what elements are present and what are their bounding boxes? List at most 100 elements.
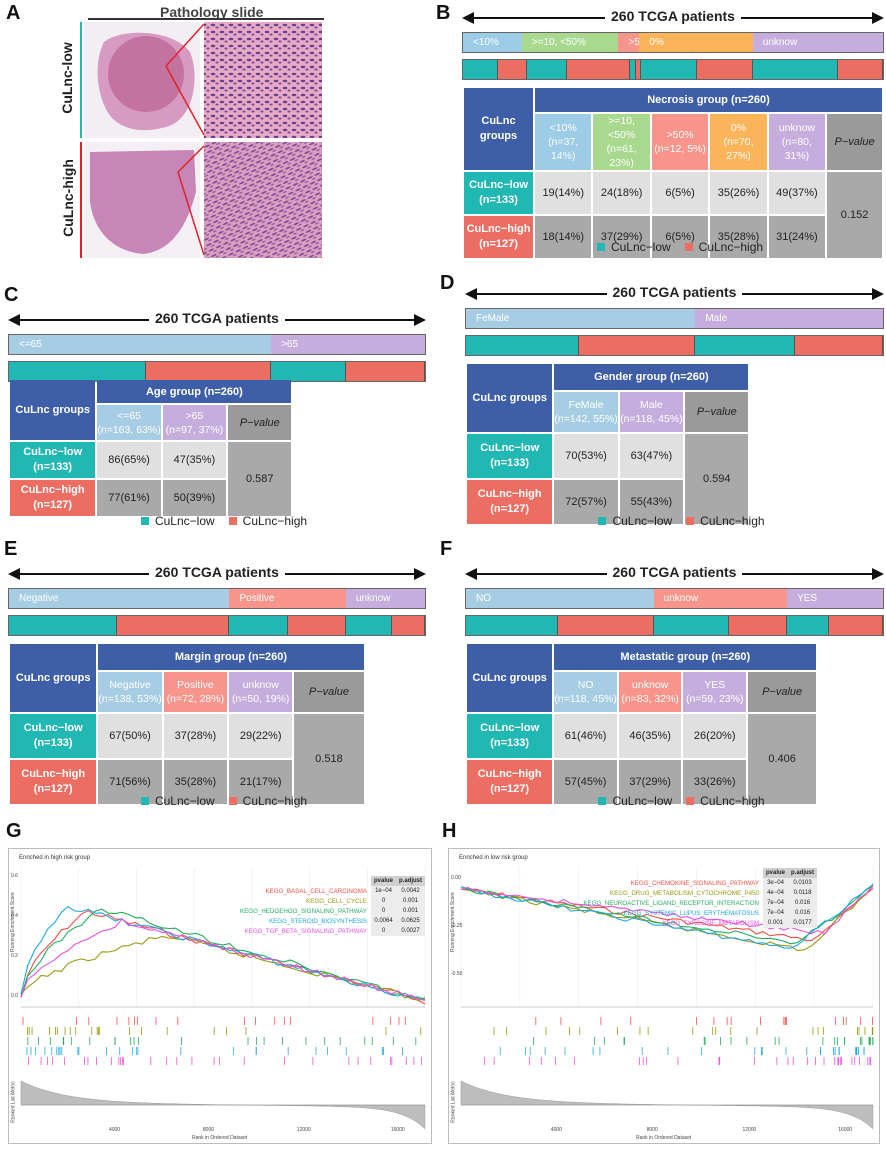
padjust-cell: 0.0177 [788, 918, 818, 928]
pvalue-cell: 0 [371, 906, 397, 916]
padjust-cell: 0.0042 [396, 886, 426, 896]
category-segment: unknow [752, 33, 883, 52]
category-detail: (n=12, 5%) [654, 143, 706, 155]
margin-panel: 260 TCGA patients Negative Positive unknow C… [8, 562, 426, 812]
legend-label-high: CuLnc−high [242, 514, 308, 528]
padjust-cell: 0.001 [396, 896, 426, 906]
category-segment: Positive [229, 589, 346, 608]
legend: CuLnc−low CuLnc−high [465, 794, 884, 808]
legend-label-low: CuLnc−low [612, 514, 673, 528]
cell-value: 6(5%) [651, 172, 709, 214]
risk-strip-segment-low [526, 60, 567, 79]
enrichment-curve-5 [460, 885, 874, 935]
arrow-left-icon [465, 568, 477, 580]
category-detail: (n=37, 14%) [548, 136, 579, 162]
enrichment-curve-2 [460, 883, 874, 952]
category-detail: (n=118, 45%) [620, 413, 683, 425]
cell-value: 71(56%) [98, 760, 162, 804]
group-title: Metastatic group (n=260) [554, 644, 817, 670]
category-segment: 0% [639, 33, 753, 52]
category-segment: <=65 [9, 335, 272, 354]
risk-strip-segment-high [497, 60, 527, 79]
risk-strip [462, 59, 884, 80]
legend-label-high: CuLnc−high [242, 794, 308, 808]
enrichment-curve-5 [20, 918, 426, 1001]
necrosis-panel: 260 TCGA patients<10%>=10, <50%>50%0%unk… [462, 6, 884, 258]
pvalue-cell: 0.0064 [371, 916, 397, 926]
category-header: >50% (n=12, 5%) [651, 114, 709, 170]
cell-value: 18(14%) [535, 216, 592, 258]
cell-value: 31(24%) [768, 216, 826, 258]
category-name: unknow [632, 679, 669, 691]
gsea-legend: KEGG_CHEMOKINE_SIGNALING_PATHWAY KEGG_DRU… [479, 879, 759, 929]
legend-swatch-high [228, 517, 237, 525]
pvalue-table-header: pvalue [763, 868, 789, 878]
pvalue-header: P−value [748, 672, 817, 712]
risk-strip-segment-low [653, 616, 729, 635]
ranked-metric-label: Ranked List Metric [10, 1081, 17, 1123]
legend-swatch-low [598, 797, 607, 805]
legend: CuLnc−low CuLnc−high [8, 794, 426, 808]
arrow-right-icon [872, 12, 884, 24]
row-label-n: (n=127) [33, 783, 73, 795]
groups-header: CuLnc groups [467, 364, 553, 432]
category-name: <10% [549, 122, 577, 134]
risk-strip-segment-low [345, 616, 392, 635]
legend-label-high: CuLnc−high [698, 240, 764, 254]
category-bar: Negative Positive unknow [8, 588, 426, 609]
cell-value: 35(28%) [710, 216, 767, 258]
y-axis-label: Running Enrichment Score [449, 892, 456, 952]
enrichment-curve-4 [460, 884, 874, 949]
pvalue-table-header: p.adjust [788, 868, 818, 878]
pvalue-cell: 3e−04 [763, 878, 789, 888]
y-tick-label: 0.00 [451, 875, 461, 881]
cohort-title: 260 TCGA patients [606, 284, 743, 300]
header-arrow: 260 TCGA patients [465, 564, 884, 584]
cell-value: 46(35%) [618, 714, 682, 758]
row-label-n: (n=133) [479, 194, 518, 206]
metastatic-panel: 260 TCGA patients NO unknow YES CuLnc groups… [465, 562, 884, 812]
cell-value: 37(28%) [163, 714, 228, 758]
cell-value: 77(61%) [97, 480, 161, 516]
legend: CuLnc−low CuLnc−high [462, 240, 884, 254]
low-group-label: CuLnc-low [59, 42, 75, 114]
y-tick-label: 0.4 [11, 913, 18, 919]
pvalue-cell: 0.518 [294, 714, 364, 804]
group-title: Margin group (n=260) [98, 644, 364, 670]
ranked-metric-label: Ranked List Metric [450, 1081, 457, 1123]
panel-label-e: E [4, 538, 18, 560]
row-label-text: CuLnc−low [23, 722, 83, 734]
row-label-high: CuLnc−high (n=127) [467, 480, 553, 524]
padjust-cell: 0.0027 [396, 926, 426, 936]
arrow-right-icon [414, 568, 426, 580]
gsea-low-risk: Enriched in low risk group Running Enrich… [448, 848, 880, 1144]
category-bar: <10%>=10, <50%>50%0%unknow [462, 32, 884, 53]
category-name: Male [639, 399, 663, 411]
category-detail: (n=163, 63%) [97, 423, 161, 436]
group-title: Age group (n=260) [97, 380, 292, 403]
category-detail: (n=138, 53%) [98, 693, 162, 705]
row-label-low: CuLnc−low (n=133) [467, 714, 553, 758]
contingency-table: CuLnc groups Age group (n=260) <=65 (n=163,… [8, 378, 293, 518]
arrow-right-icon [872, 568, 884, 580]
category-name: NO [577, 679, 594, 691]
category-header: NO (n=118, 45%) [554, 672, 617, 712]
panel-label-d: D [440, 272, 455, 294]
category-header: 0% (n=70, 27%) [710, 114, 767, 170]
pathology-rule [88, 18, 324, 20]
cell-value: 49(37%) [768, 172, 826, 214]
risk-strip-segment-low [466, 616, 558, 635]
risk-strip-segment-high [287, 616, 346, 635]
risk-strip-segment-low [752, 60, 838, 79]
pvalue-table-header: pvalue [371, 876, 397, 886]
risk-strip-segment-high [828, 616, 883, 635]
groups-header: CuLnc groups [464, 88, 534, 170]
pvalue-header: P−value [228, 405, 292, 440]
legend-swatch-high [684, 243, 693, 251]
category-name: Positive [176, 679, 214, 691]
x-tick-label: 16000 [390, 1127, 405, 1133]
legend-label-low: CuLnc−low [612, 794, 673, 808]
padjust-cell: 0.001 [396, 906, 426, 916]
row-label-text: CuLnc−high [466, 223, 531, 235]
row-label-text: CuLnc−low [480, 722, 540, 734]
